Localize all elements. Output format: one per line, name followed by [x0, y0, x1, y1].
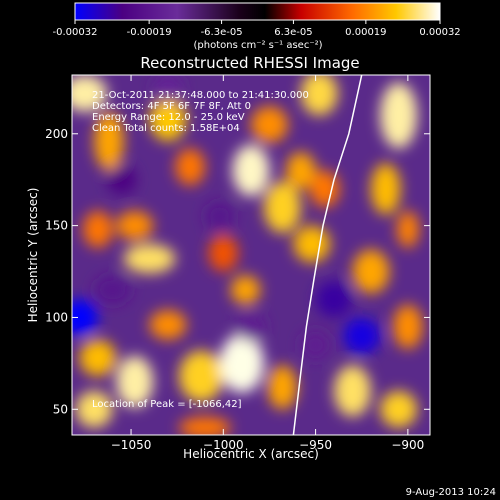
x-tick-label-0: −1050 [111, 438, 152, 452]
colorbar: -0.00032 -0.00019 -6.3e-05 6.3e-05 0.00019 0.… [53, 2, 461, 51]
heatmap-blob-7 [286, 152, 316, 189]
heatmap-blob-35 [315, 280, 353, 318]
annotation-line-2: Energy Range: 12.0 - 25.0 keV [92, 112, 245, 123]
colorbar-tick-label-1: -0.00019 [127, 27, 172, 38]
heatmap-blob-17 [370, 163, 401, 215]
heatmap-blob-18 [352, 249, 390, 294]
plot-frame [71, 74, 431, 436]
y-tick-label-1: 100 [45, 310, 68, 324]
heatmap-image [72, 75, 423, 435]
heatmap-blob-8 [116, 210, 154, 241]
colorbar-gradient [74, 2, 441, 21]
heatmap-blob-39 [300, 330, 331, 360]
heatmap-blob-13 [263, 181, 301, 233]
y-axis-label: Heliocentric Y (arcsec) [26, 188, 40, 323]
x-tick-label-3: −900 [391, 438, 424, 452]
x-tick-label-2: −950 [299, 438, 332, 452]
heatmap-blob-4 [232, 144, 270, 197]
colorbar-tick-label-4: 0.00019 [345, 27, 386, 38]
colorbar-tick-label-5: 0.00032 [419, 27, 460, 38]
x-axis-ticks: −1050 −1000 −950 −900 [111, 75, 424, 452]
heatmap-blob-28 [219, 333, 264, 393]
heatmap-blob-21 [334, 365, 371, 417]
heatmap-blob-19 [396, 210, 419, 248]
heatmap-blob-9 [83, 210, 113, 248]
y-tick-label-2: 150 [45, 219, 68, 233]
solar-limb-line [292, 75, 363, 435]
annotation-line-0: 21-Oct-2011 21:37:48.000 to 21:41:30.000 [92, 90, 309, 101]
heatmap-blob-15 [310, 170, 340, 208]
annotation-line-3: Clean Total counts: 1.58E+04 [92, 123, 240, 134]
heatmap-blob-22 [380, 390, 418, 428]
heatmap-blob-16 [380, 82, 418, 149]
heatmap-blob-20 [393, 304, 423, 349]
y-tick-label-3: 200 [45, 127, 68, 141]
heatmap-blob-1 [94, 111, 124, 171]
heatmap-blob-6 [300, 75, 338, 116]
x-tick-label-1: −1000 [203, 438, 244, 452]
footer-date: 9-Aug-2013 10:24 [406, 487, 496, 498]
heatmap-blob-11 [208, 234, 239, 272]
heatmap-blob-5 [251, 106, 288, 143]
heatmap-blob-24 [116, 356, 154, 408]
info-annotations: 21-Oct-2011 21:37:48.000 to 21:41:30.000… [92, 90, 309, 134]
annotation-line-1: Detectors: 4F 5F 6F 7F 8F, Att 0 [92, 101, 251, 112]
heatmap-blob-3 [175, 148, 205, 186]
y-axis-ticks: 50 100 150 200 [45, 127, 430, 416]
heatmap-blob-31 [72, 299, 98, 336]
x-axis-label: Heliocentric X (arcsec) [183, 447, 319, 461]
heatmap-blob-27 [179, 350, 224, 402]
chart-title: Reconstructed RHESSI Image [140, 54, 359, 72]
y-tick-label-0: 50 [53, 402, 68, 416]
colorbar-tick-label-3: 6.3e-05 [274, 27, 312, 38]
heatmap-blob-37 [94, 275, 132, 305]
heatmap-blob-2 [149, 97, 187, 142]
heatmap-blob-29 [267, 365, 298, 410]
heatmap-blob-32 [107, 165, 137, 195]
colorbar-units: (photons cm⁻² s⁻¹ asec⁻²) [193, 40, 322, 51]
heatmap-blob-12 [230, 275, 261, 305]
heatmap-blob-34 [236, 311, 266, 342]
heatmap-blob-0 [72, 75, 108, 112]
heatmap-blob-14 [293, 225, 331, 263]
plot-area: −1050 −1000 −950 −900 50 100 150 200 [45, 74, 431, 452]
heatmap-blob-38 [153, 75, 183, 103]
heatmap-blob-36 [343, 317, 381, 355]
heatmap-blob-26 [149, 310, 187, 340]
peak-location-label: Location of Peak = [-1066,42] [92, 399, 242, 410]
colorbar-ticks: -0.00032 -0.00019 -6.3e-05 6.3e-05 0.00019 0.… [53, 20, 461, 38]
heatmap-blob-33 [204, 201, 235, 232]
heatmap-blob-23 [79, 339, 117, 377]
colorbar-tick-label-0: -0.00032 [53, 27, 98, 38]
heatmap-blob-10 [123, 243, 176, 274]
heatmap-blob-30 [179, 416, 231, 435]
heatmap-blob-25 [75, 390, 113, 428]
colorbar-tick-label-2: -6.3e-05 [201, 27, 243, 38]
